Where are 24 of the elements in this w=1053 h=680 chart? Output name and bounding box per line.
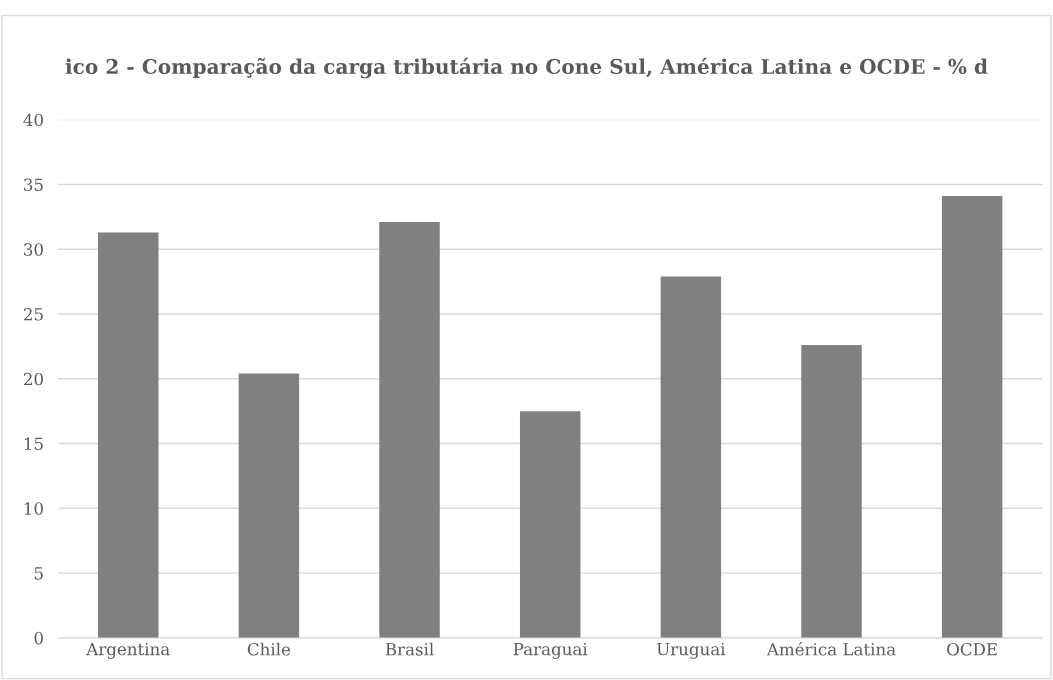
x-tick-label: OCDE: [947, 643, 997, 656]
x-tick-label: Chile: [247, 642, 291, 656]
y-tick-label: 30: [24, 243, 43, 256]
y-tick-label: 35: [24, 178, 43, 192]
y-tick-label: 0: [34, 631, 43, 645]
x-tick-label: Argentina: [86, 642, 170, 659]
bar: [660, 276, 722, 638]
y-tick-label: 40: [23, 113, 43, 127]
y-tick-label: 25: [23, 307, 43, 321]
x-tick-label: Paraguai: [513, 642, 588, 659]
y-tick-label: 10: [24, 502, 43, 515]
bar: [519, 411, 581, 638]
x-tick-label: Uruguai: [656, 642, 726, 659]
bar: [801, 345, 862, 638]
bar: [238, 373, 300, 638]
bar: [379, 222, 440, 638]
x-tick-label: Brasil: [385, 642, 434, 656]
y-tick-label: 5: [34, 567, 43, 580]
y-tick-label: 20: [23, 372, 43, 386]
y-tick-label: 15: [24, 437, 43, 451]
bar: [98, 232, 159, 638]
x-tick-label: América Latina: [766, 642, 896, 656]
bar: [941, 196, 1003, 638]
chart-title: ico 2 - Comparação da carga tributária no Cone Sul, América Latina e OCDE - % d: [65, 57, 988, 79]
